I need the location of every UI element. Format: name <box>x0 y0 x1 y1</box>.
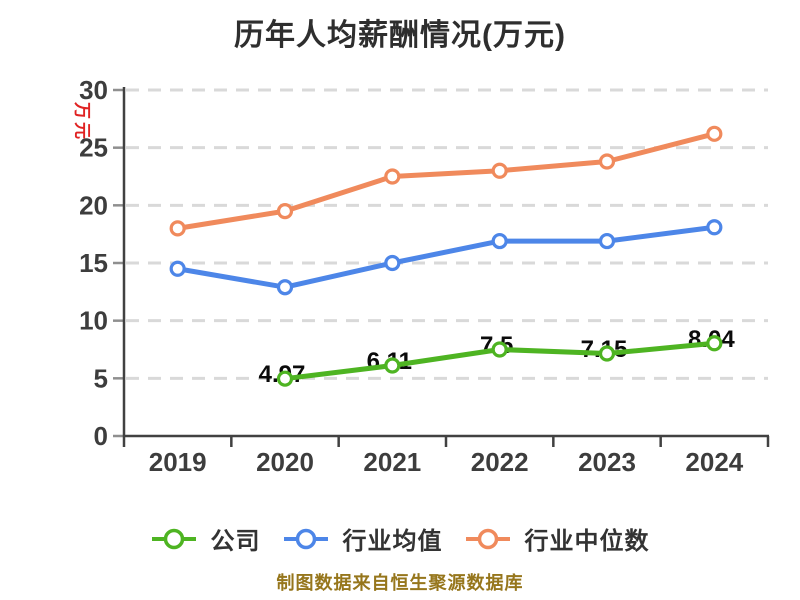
y-tick-label: 30 <box>79 75 108 105</box>
data-point-industry-median <box>169 220 186 237</box>
legend-label-company: 公司 <box>210 528 261 555</box>
data-point-company <box>598 345 616 362</box>
y-tick-label: 25 <box>79 133 108 163</box>
legend-item-company: 公司 <box>151 521 261 556</box>
x-tick-label: 2024 <box>685 447 743 477</box>
data-point-industry-average <box>491 232 508 250</box>
data-point-industry-average <box>384 254 401 272</box>
x-tick-label: 2023 <box>578 447 636 477</box>
data-point-industry-median <box>706 125 723 142</box>
y-tick-label: 0 <box>94 421 108 451</box>
industry-median-series-marker-icon <box>465 528 510 549</box>
data-point-industry-median <box>384 168 401 185</box>
data-point-industry-median <box>598 153 616 170</box>
data-point-industry-average <box>598 232 616 250</box>
data-point-company <box>276 370 294 387</box>
y-tick-label: 15 <box>79 248 108 278</box>
series-line-industry-median <box>175 131 717 231</box>
x-tick-label: 2020 <box>256 447 314 477</box>
data-point-industry-average <box>276 279 294 296</box>
company-series-marker-icon <box>151 528 196 549</box>
x-tick-label: 2021 <box>363 447 421 477</box>
data-point-industry-median <box>276 203 294 220</box>
legend-item-industry-average: 行业均值 <box>283 521 443 556</box>
data-source-note: 制图数据来自恒生聚源数据库 <box>276 573 524 593</box>
chart-title: 历年人均薪酬情况(万元) <box>234 19 566 52</box>
data-point-industry-average <box>706 219 723 236</box>
series-line-industry-average <box>175 224 717 290</box>
data-point-company <box>706 335 723 352</box>
y-tick-label: 10 <box>79 306 108 336</box>
data-point-industry-average <box>169 260 186 277</box>
industry-average-series-marker-icon <box>283 528 328 549</box>
legend: 公司 行业均值 行业中位数 <box>0 521 800 556</box>
data-point-company <box>491 341 508 358</box>
y-tick-label: 5 <box>94 363 108 393</box>
legend-label-industry-average: 行业均值 <box>342 528 443 555</box>
x-tick-label: 2019 <box>149 447 207 477</box>
x-tick-label: 2022 <box>471 447 529 477</box>
data-point-industry-median <box>491 162 508 179</box>
data-point-company <box>384 357 401 374</box>
legend-label-industry-median: 行业中位数 <box>524 528 650 555</box>
legend-item-industry-median: 行业中位数 <box>465 521 650 556</box>
y-tick-label: 20 <box>79 190 108 220</box>
